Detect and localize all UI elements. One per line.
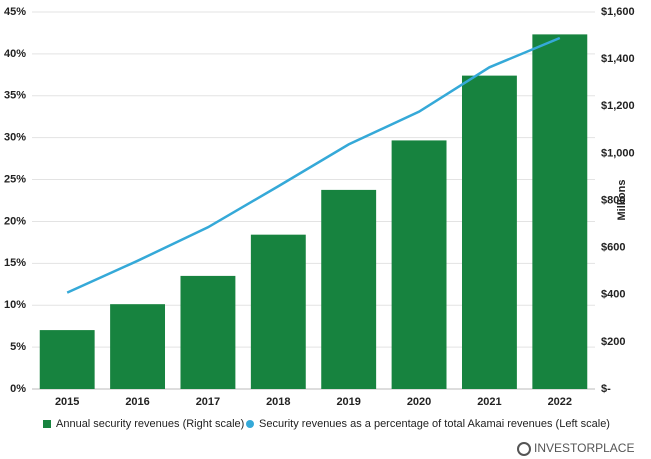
y-tick-label: 35% [4, 90, 26, 102]
y-tick-label: 30% [4, 132, 26, 144]
bar [321, 189, 377, 389]
y2-tick-label: $600 [601, 242, 625, 254]
logo-icon [517, 442, 531, 456]
y-tick-label: 25% [4, 173, 26, 185]
x-tick-label: 2016 [125, 396, 149, 408]
bar [391, 140, 447, 389]
y-tick-label: 45% [4, 6, 26, 18]
y-tick-label: 20% [4, 215, 26, 227]
branding: INVESTORPLACE [534, 441, 634, 455]
x-tick-label: 2018 [266, 396, 290, 408]
x-tick-label: 2020 [407, 396, 431, 408]
y2-tick-label: $200 [601, 336, 625, 348]
y2-tick-label: $1,600 [601, 6, 635, 18]
x-tick-label: 2017 [196, 396, 220, 408]
legend-swatch [246, 420, 254, 428]
y2-tick-label: $1,400 [601, 53, 635, 65]
y2-axis-label: Millions [616, 180, 628, 221]
legend-swatch [43, 420, 51, 428]
line [66, 36, 561, 294]
y-tick-label: 15% [4, 257, 26, 269]
y2-tick-label: $- [601, 383, 611, 395]
y2-tick-label: $1,200 [601, 100, 635, 112]
bar [250, 234, 306, 389]
y2-tick-label: $400 [601, 289, 625, 301]
y-tick-label: 10% [4, 299, 26, 311]
y2-tick-label: $800 [601, 194, 625, 206]
y2-tick-label: $1,000 [601, 147, 635, 159]
y-tick-label: 5% [10, 341, 26, 353]
bar [461, 75, 517, 390]
bar [110, 304, 166, 389]
bar [180, 275, 236, 389]
bar [39, 330, 95, 389]
x-tick-label: 2015 [55, 396, 79, 408]
x-tick-label: 2019 [336, 396, 360, 408]
y-tick-label: 0% [10, 383, 26, 395]
bar [532, 34, 588, 390]
legend-label: Security revenues as a percentage of tot… [259, 418, 610, 430]
y-tick-label: 40% [4, 48, 26, 60]
x-tick-label: 2021 [477, 396, 501, 408]
x-tick-label: 2022 [548, 396, 572, 408]
legend-label: Annual security revenues (Right scale) [56, 418, 244, 430]
